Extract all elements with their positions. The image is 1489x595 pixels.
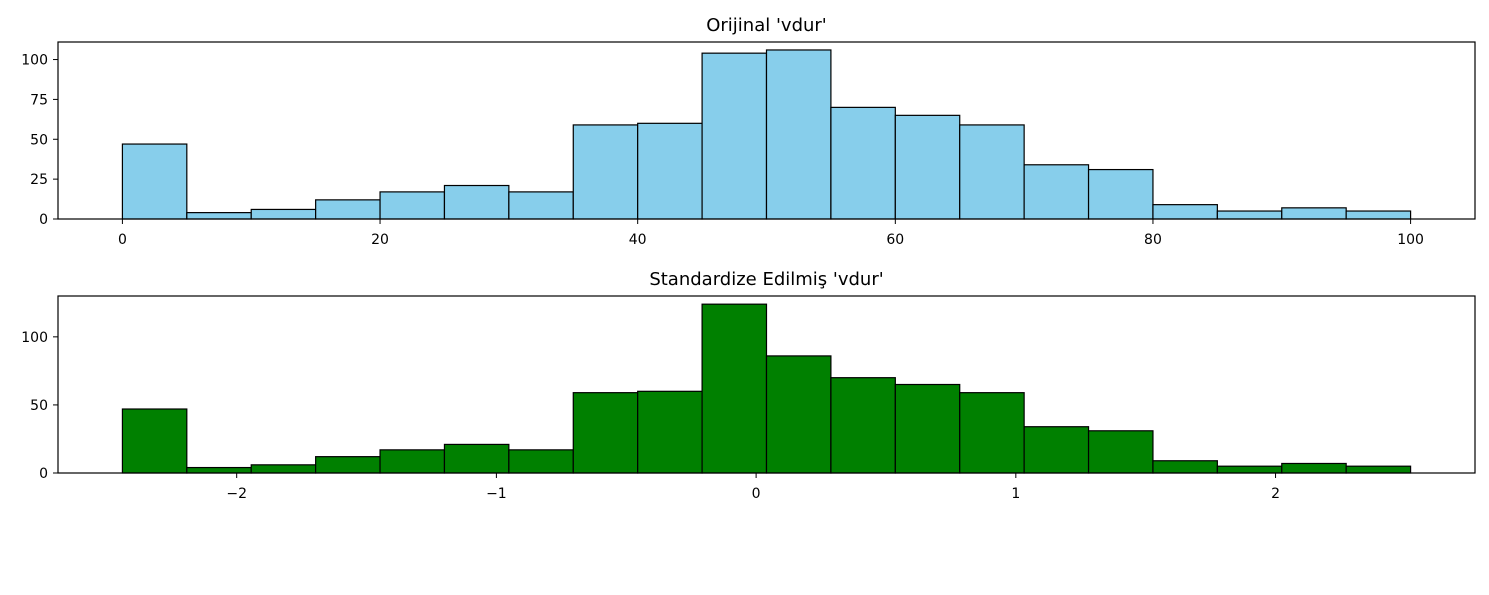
histogram-bar: [765, 355, 832, 474]
histogram-bar: [121, 143, 188, 220]
histogram-bar: [894, 383, 961, 474]
y-tick-label: 50: [30, 132, 48, 148]
histogram-bar: [765, 49, 832, 220]
x-tick-label: 100: [1397, 232, 1424, 248]
histogram-bar: [379, 449, 446, 474]
histogram-bar: [701, 52, 768, 220]
plot-frame-standardized: [57, 295, 1476, 474]
panel-original-histogram: Orijinal 'vdur' 0 20 40 60 80 100 0 25 50 75 100: [21, 15, 1476, 248]
histogram-bar: [637, 122, 703, 220]
y-tick-label: 100: [21, 53, 48, 69]
x-tick-label: 0: [118, 232, 127, 248]
chart-title-standardized: Standardize Edilmiş 'vdur': [649, 269, 883, 290]
histogram-bar: [1087, 168, 1154, 220]
y-tick-label: 0: [39, 212, 48, 228]
ticks-group-original: 0 20 40 60 80 100 0 25 50 75 100: [21, 53, 1424, 248]
y-tick-label: 25: [30, 172, 48, 188]
x-tick-label: 0: [752, 486, 761, 502]
histogram-bar: [443, 184, 510, 220]
histogram-bar: [186, 466, 252, 474]
chart-title-original: Orijinal 'vdur': [706, 15, 827, 36]
histogram-bar: [1216, 465, 1283, 474]
histogram-bar: [1281, 207, 1347, 220]
y-tick-label: 50: [30, 398, 48, 414]
ticks-group-standardized: −2 −1 0 1 2 0 50 100: [21, 330, 1280, 502]
x-tick-label: 80: [1144, 232, 1162, 248]
histogram-bar: [1345, 465, 1412, 474]
y-tick-label: 0: [39, 466, 48, 482]
bars-group-standardized: [121, 303, 1412, 474]
x-tick-label: 40: [629, 232, 647, 248]
x-tick-label: 20: [371, 232, 389, 248]
histogram-bar: [1281, 462, 1347, 474]
x-tick-label: 2: [1271, 486, 1280, 502]
histogram-bar: [830, 377, 896, 474]
histogram-bar: [572, 392, 639, 474]
histogram-bar: [1087, 430, 1154, 474]
y-tick-label: 100: [21, 330, 48, 346]
bars-group-original: [121, 49, 1412, 220]
histogram-bar: [1345, 210, 1412, 220]
histogram-bar: [443, 443, 510, 474]
histogram-bar: [572, 124, 639, 220]
histogram-bar: [508, 191, 574, 220]
histogram-bar: [186, 212, 252, 220]
histogram-bar: [701, 303, 768, 474]
histogram-bar: [315, 456, 381, 474]
histogram-bar: [1023, 426, 1090, 474]
x-tick-label: 1: [1011, 486, 1020, 502]
x-tick-label: −1: [486, 486, 507, 502]
histogram-bar: [637, 390, 703, 474]
histogram-bar: [894, 114, 961, 220]
histogram-bar: [1152, 204, 1218, 220]
x-tick-label: 60: [886, 232, 904, 248]
histogram-bar: [1216, 210, 1283, 220]
panel-standardized-histogram: Standardize Edilmiş 'vdur' −2 −1 0 1 2 0 50 100: [21, 269, 1476, 502]
histogram-bar: [315, 199, 381, 220]
histogram-bar: [250, 464, 317, 474]
plot-frame-original: [57, 41, 1476, 220]
histogram-bar: [508, 449, 574, 474]
histogram-bar: [830, 106, 896, 220]
histogram-bar: [379, 191, 446, 220]
histogram-bar: [1152, 460, 1218, 474]
histogram-bar: [959, 392, 1025, 474]
histogram-bar: [121, 408, 188, 474]
x-tick-label: −2: [226, 486, 247, 502]
y-tick-label: 75: [30, 92, 48, 108]
histogram-bar: [959, 124, 1025, 220]
histogram-bar: [1023, 164, 1090, 220]
histogram-bar: [250, 208, 317, 220]
